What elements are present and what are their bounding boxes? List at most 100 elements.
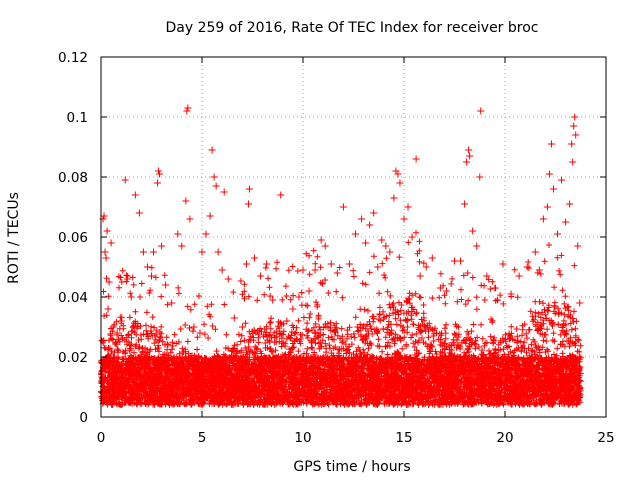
scatter-point [299,266,307,274]
x-tick-label: 25 [597,430,614,446]
scatter-point [442,287,450,295]
scatter-point [105,278,113,286]
scatter-point [461,200,469,208]
scatter-point [574,242,582,250]
scatter-point [238,323,246,331]
scatter-point [366,221,374,229]
scatter-point [218,266,226,274]
x-tick-label: 20 [496,430,513,446]
scatter-point [465,146,473,154]
scatter-point [127,293,135,301]
scatter-point [162,281,170,289]
scatter-point [469,227,477,235]
scatter-point [107,239,115,247]
y-tick-label: 0.1 [67,110,88,126]
scatter-point [121,176,129,184]
scatter-point [104,305,112,313]
scatter-point [499,260,507,268]
scatter-point [100,212,108,220]
scatter-point [477,107,485,115]
scatter-point [109,323,117,331]
scatter-point [186,215,194,223]
scatter-point [466,152,474,160]
scatter-point [539,215,547,223]
scatter-point [154,179,162,187]
scatter-point [102,254,110,262]
scatter-point [245,185,253,193]
scatter-point [214,248,222,256]
x-tick-label: 0 [97,430,106,446]
scatter-point [374,263,382,271]
scatter-point [422,263,430,271]
scatter-point [321,242,329,250]
scatter-point [543,203,551,211]
scatter-point [554,230,562,238]
scatter-point [295,293,303,301]
scatter-point [457,257,465,265]
scatter-point [148,272,155,280]
scatter-point [370,209,378,217]
x-axis-label: GPS time / hours [293,459,410,475]
scatter-point [311,266,319,274]
scatter-cloud-markers [97,229,584,408]
axis-ticks [100,56,607,418]
scatter-point [358,215,366,223]
scatter-point [139,248,147,256]
scatter-point [400,215,408,223]
scatter-point [224,275,232,283]
scatter-point [155,167,163,175]
scatter-point [305,287,313,295]
scatter-point [394,170,402,178]
scatter-point [562,218,570,226]
scatter-point [333,269,341,277]
scatter-point [168,299,176,307]
scatter-point [362,239,370,247]
scatter-point [182,197,190,205]
scatter-point [277,191,285,199]
scatter-point [569,158,577,166]
scatter-point [339,203,347,211]
scatter-point [242,260,250,268]
scatter-point [150,248,158,256]
scatter-point [230,314,238,322]
y-tick-label: 0 [79,410,88,426]
scatter-point [202,230,210,238]
scatter-point [515,272,523,280]
scatter-point [378,236,386,244]
scatter-points [99,104,584,337]
scatter-point [570,122,578,130]
scatter-point [531,248,539,256]
scatter-point [156,170,164,178]
scatter-point [507,290,515,298]
scatter-point [196,329,204,337]
scatter-point [269,296,277,304]
scatter-point [404,203,412,211]
scatter-point [382,242,390,250]
scatter-point [390,194,398,202]
scatter-point [408,233,416,241]
x-tick-labels: 0 5 10 15 20 25 [97,430,615,446]
scatter-point [352,230,360,238]
scatter-point [198,248,206,256]
scatter-point [317,236,325,244]
scatter-point [184,104,192,112]
scatter-point [473,242,481,250]
y-tick-label: 0.08 [58,170,88,186]
scatter-point [549,185,557,193]
x-tick-label: 15 [395,430,412,446]
scatter-point [571,113,579,121]
scatter-point [451,257,458,265]
scatter-point [212,182,220,190]
scatter-point [345,260,353,268]
scatter-point [491,284,499,292]
scatter-point [210,173,218,181]
scatter-point [547,140,555,148]
y-tick-label: 0.04 [58,290,88,306]
x-tick-label: 5 [198,430,207,446]
scatter-point [244,200,252,208]
scatter-point [327,260,335,268]
scatter-point [206,212,214,220]
scatter-point [283,317,291,325]
y-axis-label: ROTI / TECUs [6,192,22,284]
scatter-point [386,248,394,256]
